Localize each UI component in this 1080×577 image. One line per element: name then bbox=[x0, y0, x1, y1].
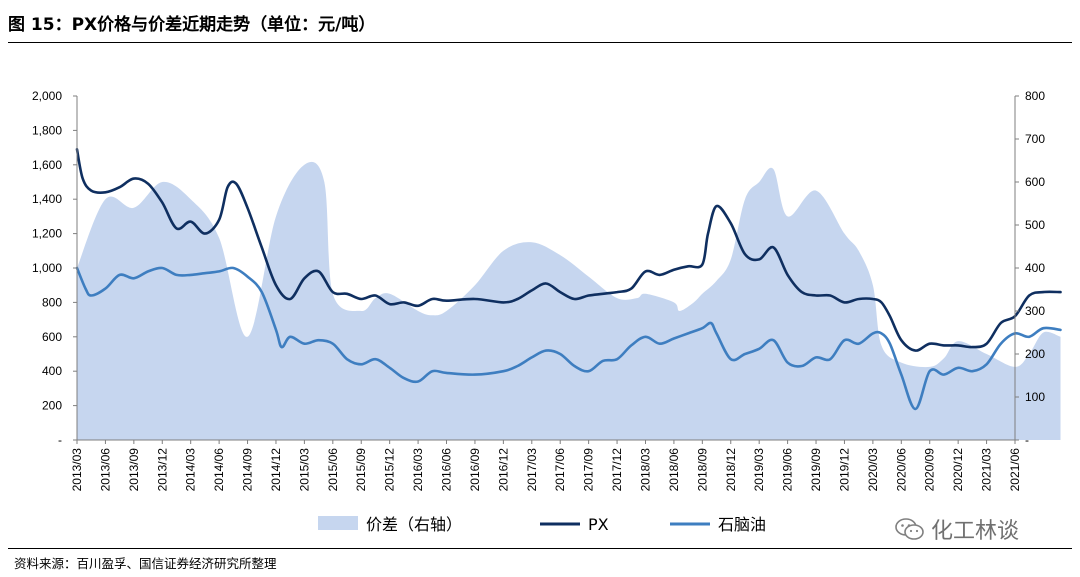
y2-tick-label: 500 bbox=[1025, 218, 1045, 232]
legend-swatch-spread bbox=[318, 516, 358, 530]
x-tick-label: 2017/09 bbox=[582, 448, 596, 492]
y-tick-label: 400 bbox=[42, 364, 62, 378]
x-tick-label: 2014/09 bbox=[241, 448, 255, 492]
x-tick-label: 2013/09 bbox=[127, 448, 141, 492]
y-tick-label: 800 bbox=[42, 295, 62, 309]
y2-tick-label: 200 bbox=[1025, 347, 1045, 361]
x-tick-label: 2013/06 bbox=[98, 448, 112, 492]
footer-divider bbox=[8, 548, 1072, 549]
x-tick-label: 2016/09 bbox=[468, 448, 482, 492]
axes: - 200 400 600 800 1,000 1,200 1,400 1,600 1,800 2,… bbox=[32, 89, 1045, 491]
x-tick-label: 2014/06 bbox=[212, 448, 226, 492]
px-line bbox=[75, 148, 1062, 352]
x-tick-label: 2017/03 bbox=[525, 448, 539, 492]
y-tick-label: 200 bbox=[42, 399, 62, 413]
legend: 价差（右轴） PX 石脑油 bbox=[318, 515, 766, 534]
y-tick-label: 1,400 bbox=[32, 192, 62, 206]
x-tick-label: 2018/06 bbox=[667, 448, 681, 492]
x-tick-label: 2019/09 bbox=[809, 448, 823, 492]
x-tick-label: 2021/03 bbox=[980, 448, 994, 492]
x-tick-label: 2013/03 bbox=[70, 448, 84, 492]
y2-tick-label: 600 bbox=[1025, 175, 1045, 189]
y-tick-label: 1,000 bbox=[32, 261, 62, 275]
wechat-icon bbox=[895, 518, 924, 540]
y2-tick-label: - bbox=[1025, 433, 1029, 447]
y2-tick-label: 400 bbox=[1025, 261, 1045, 275]
x-tick-label: 2021/06 bbox=[1008, 448, 1022, 492]
x-tick-label: 2020/12 bbox=[951, 448, 965, 492]
y-tick-label: 2,000 bbox=[32, 89, 62, 103]
x-tick-label: 2016/06 bbox=[440, 448, 454, 492]
y-tick-label: 600 bbox=[42, 330, 62, 344]
y2-tick-label: 100 bbox=[1025, 390, 1045, 404]
y-tick-label: 1,600 bbox=[32, 158, 62, 172]
y-tick-label: - bbox=[58, 433, 62, 447]
legend-label: PX bbox=[588, 515, 609, 534]
x-tick-label: 2016/12 bbox=[496, 448, 510, 492]
x-tick-label: 2018/12 bbox=[724, 448, 738, 492]
x-tick-label: 2014/03 bbox=[184, 448, 198, 492]
source-note: 资料来源：百川盈孚、国信证券经济研究所整理 bbox=[14, 556, 277, 571]
chart-title: 图 15：PX价格与价差近期走势（单位：元/吨） bbox=[8, 15, 376, 35]
watermark: 化工林谈 bbox=[895, 513, 1019, 545]
x-tick-label: 2014/12 bbox=[269, 448, 283, 492]
watermark-text: 化工林谈 bbox=[931, 519, 1020, 544]
naphtha-line bbox=[75, 266, 1062, 411]
x-tick-label: 2017/06 bbox=[553, 448, 567, 492]
x-tick-label: 2015/09 bbox=[354, 448, 368, 492]
y-tick-label: 1,800 bbox=[32, 123, 62, 137]
x-tick-label: 2020/09 bbox=[923, 448, 937, 492]
title-divider bbox=[8, 42, 1072, 43]
legend-label: 石脑油 bbox=[718, 515, 766, 534]
x-tick-label: 2015/03 bbox=[297, 448, 311, 492]
y-tick-label: 1,200 bbox=[32, 227, 62, 241]
x-tick-label: 2019/03 bbox=[752, 448, 766, 492]
x-tick-label: 2016/03 bbox=[411, 448, 425, 492]
x-tick-label: 2015/06 bbox=[326, 448, 340, 492]
x-tick-label: 2020/03 bbox=[866, 448, 880, 492]
x-tick-label: 2013/12 bbox=[155, 448, 169, 492]
x-tick-label: 2019/06 bbox=[781, 448, 795, 492]
x-tick-label: 2020/06 bbox=[894, 448, 908, 492]
y2-tick-label: 700 bbox=[1025, 132, 1045, 146]
x-tick-label: 2018/03 bbox=[639, 448, 653, 492]
x-tick-label: 2015/12 bbox=[383, 448, 397, 492]
plot-area bbox=[75, 148, 1062, 441]
legend-label: 价差（右轴） bbox=[366, 515, 462, 534]
x-tick-label: 2017/12 bbox=[610, 448, 624, 492]
y2-tick-label: 300 bbox=[1025, 304, 1045, 318]
x-tick-label: 2019/12 bbox=[838, 448, 852, 492]
spread-area bbox=[77, 161, 1061, 441]
y2-tick-label: 800 bbox=[1025, 89, 1045, 103]
x-tick-label: 2018/09 bbox=[695, 448, 709, 492]
